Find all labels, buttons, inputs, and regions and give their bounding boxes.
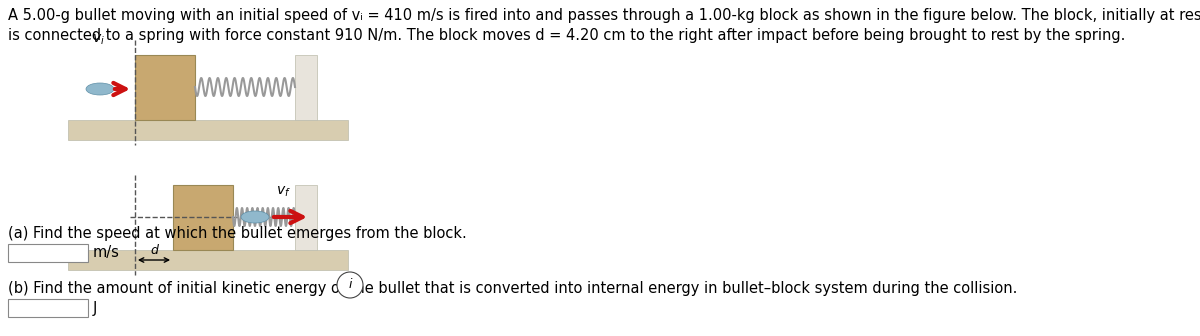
Text: m/s: m/s <box>94 246 120 260</box>
Ellipse shape <box>241 211 269 223</box>
Bar <box>68 250 348 270</box>
Text: is connected to a spring with force constant 910 N/m. The block moves d = 4.20 c: is connected to a spring with force cons… <box>8 28 1126 43</box>
Text: (b) Find the amount of initial kinetic energy of the bullet that is converted in: (b) Find the amount of initial kinetic e… <box>8 281 1018 296</box>
Text: J: J <box>94 300 97 316</box>
Text: $v_f$: $v_f$ <box>276 184 290 199</box>
Text: d: d <box>150 244 158 257</box>
Text: (a) Find the speed at which the bullet emerges from the block.: (a) Find the speed at which the bullet e… <box>8 226 467 241</box>
Text: A 5.00-g bullet moving with an initial speed of vᵢ = 410 m/s is fired into and p: A 5.00-g bullet moving with an initial s… <box>8 8 1200 23</box>
Bar <box>68 120 348 140</box>
Bar <box>8 299 88 317</box>
Circle shape <box>337 272 364 298</box>
Bar <box>8 244 88 262</box>
Bar <box>173 185 233 250</box>
Bar <box>295 185 317 250</box>
Bar <box>134 55 194 120</box>
Ellipse shape <box>86 83 114 95</box>
Bar <box>295 55 317 120</box>
Text: i: i <box>348 279 352 292</box>
Text: $v_i$: $v_i$ <box>92 33 104 47</box>
